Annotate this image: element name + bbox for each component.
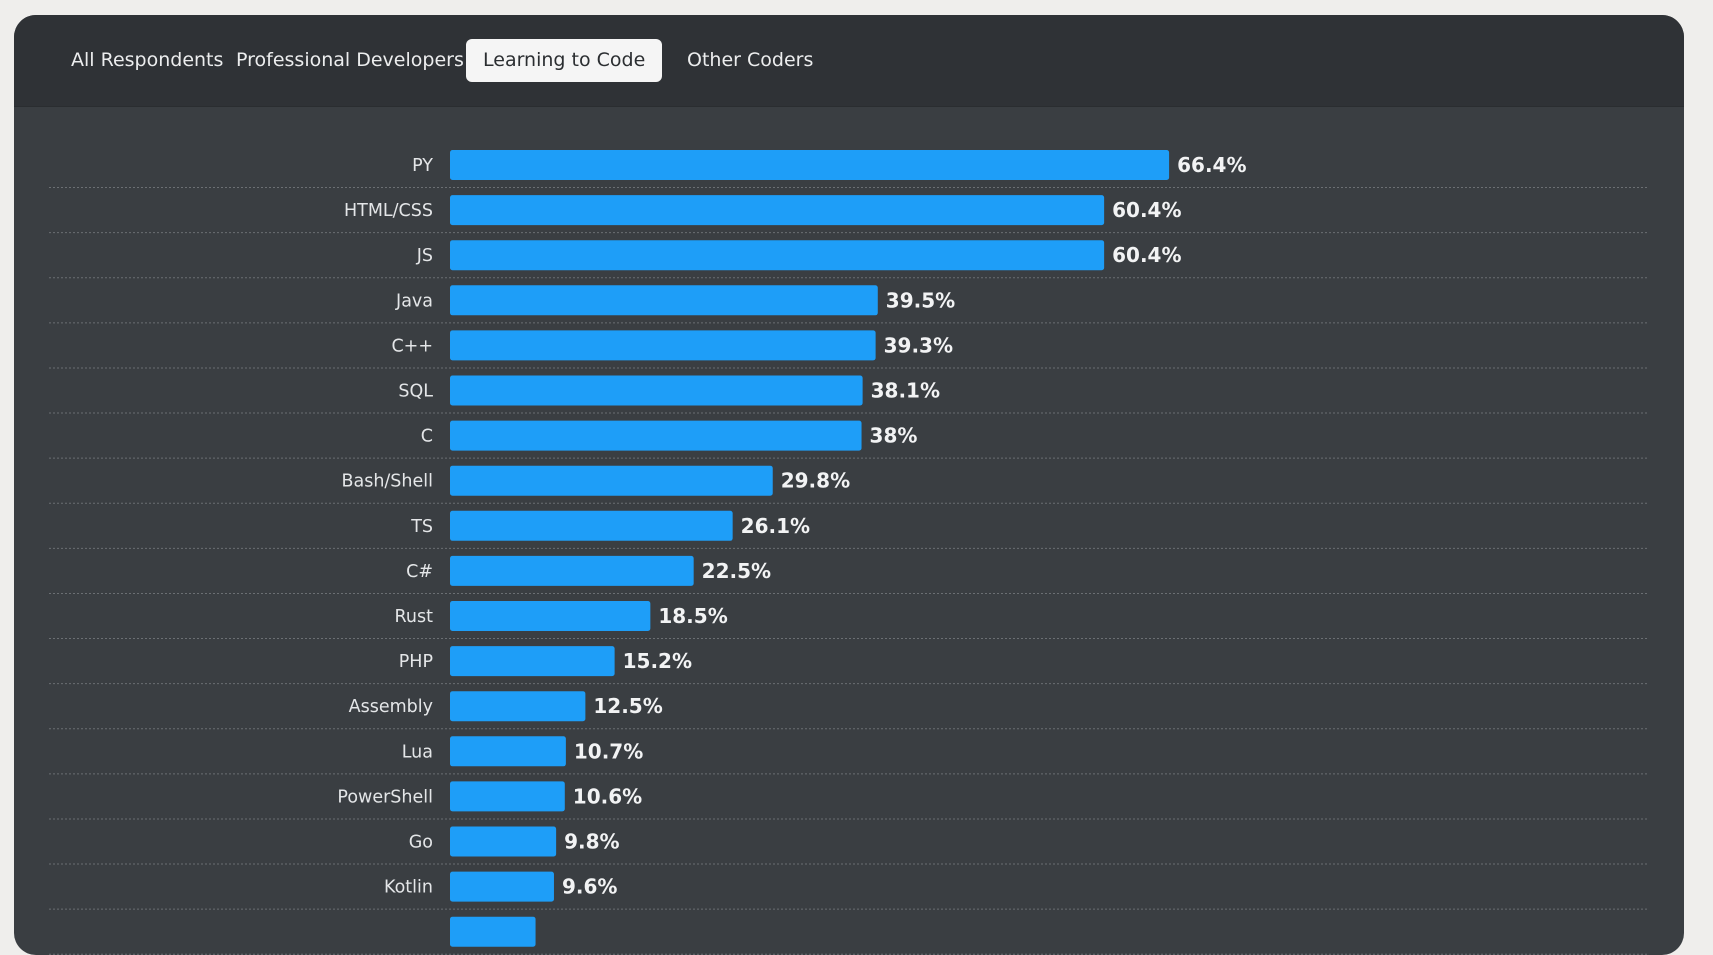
bar bbox=[450, 826, 557, 857]
bar bbox=[450, 871, 554, 902]
value-label: 15.2% bbox=[623, 649, 692, 673]
value-label: 12.5% bbox=[593, 694, 662, 718]
bar bbox=[450, 916, 536, 947]
value-label: 18.5% bbox=[658, 604, 727, 628]
tab-learning-to-code[interactable]: Learning to Code bbox=[466, 39, 663, 82]
category-label: JS bbox=[416, 246, 433, 266]
category-label: C# bbox=[406, 562, 433, 582]
value-label: 10.7% bbox=[574, 739, 643, 763]
respondent-tab-bar: All Respondents Professional Developers … bbox=[14, 15, 1684, 107]
bar bbox=[450, 285, 878, 316]
bar bbox=[450, 691, 586, 722]
bar bbox=[450, 330, 876, 361]
value-label: 39.3% bbox=[884, 333, 953, 357]
category-label: Rust bbox=[395, 607, 434, 627]
value-label: 39.5% bbox=[886, 288, 955, 312]
bar bbox=[450, 510, 733, 541]
category-label: Go bbox=[409, 833, 433, 853]
category-label: Java bbox=[395, 291, 433, 311]
chart-panel: All Respondents Professional Developers … bbox=[14, 15, 1684, 955]
bar bbox=[450, 736, 566, 767]
bar bbox=[450, 601, 651, 631]
value-label: 66.4% bbox=[1177, 153, 1246, 177]
tab-all-respondents[interactable]: All Respondents bbox=[71, 49, 224, 71]
tab-other-coders[interactable]: Other Coders bbox=[687, 49, 814, 71]
category-label: PowerShell bbox=[337, 787, 433, 807]
value-label: 60.4% bbox=[1112, 198, 1181, 222]
bar bbox=[450, 240, 1105, 271]
value-label: 29.8% bbox=[781, 469, 850, 493]
value-label: 22.5% bbox=[702, 559, 771, 583]
value-label: 38% bbox=[870, 424, 918, 448]
category-label: SQL bbox=[398, 382, 433, 402]
value-label: 60.4% bbox=[1112, 243, 1181, 267]
category-label: Bash/Shell bbox=[341, 472, 433, 492]
category-label: Lua bbox=[402, 742, 433, 762]
category-label: PY bbox=[412, 156, 433, 176]
tab-professional-developers[interactable]: Professional Developers bbox=[236, 49, 464, 71]
category-label: Kotlin bbox=[384, 878, 433, 898]
bar bbox=[450, 420, 862, 451]
bar bbox=[450, 646, 615, 677]
language-usage-bar-chart: PY 66.4% HTML/CSS 60.4% JS 60.4% Java 39.5% C++ 3… bbox=[49, 150, 1648, 955]
category-label: HTML/CSS bbox=[344, 201, 433, 221]
bar bbox=[450, 195, 1105, 226]
value-label: 9.6% bbox=[562, 875, 617, 899]
bar bbox=[450, 555, 694, 586]
category-label: C bbox=[421, 427, 433, 447]
category-label: Assembly bbox=[349, 697, 433, 717]
bar bbox=[450, 375, 863, 406]
category-label: C++ bbox=[391, 336, 433, 356]
value-label: 38.1% bbox=[871, 379, 940, 403]
bar bbox=[450, 150, 1170, 180]
value-label: 10.6% bbox=[573, 784, 642, 808]
value-label: 9.8% bbox=[564, 830, 619, 854]
category-label: PHP bbox=[399, 652, 433, 672]
value-label: 26.1% bbox=[741, 514, 810, 538]
category-label: TS bbox=[410, 517, 433, 537]
bar bbox=[450, 465, 773, 496]
bar bbox=[450, 781, 565, 812]
